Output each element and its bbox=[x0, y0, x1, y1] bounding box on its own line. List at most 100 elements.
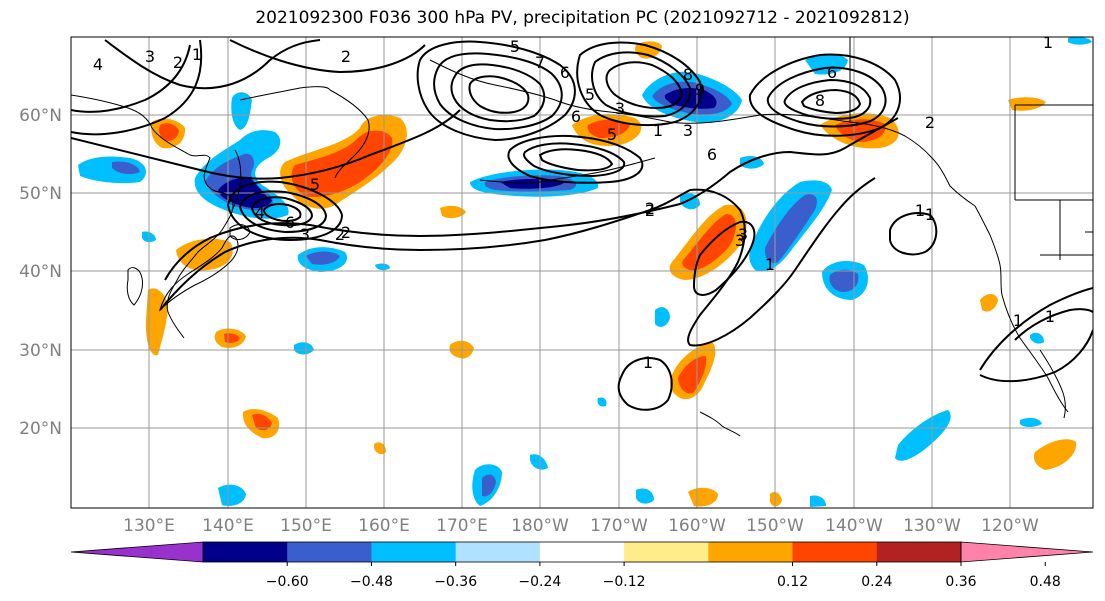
pv-contour bbox=[979, 329, 1093, 383]
pv-low-closed bbox=[250, 196, 314, 227]
contour-label: 7 bbox=[535, 53, 545, 72]
colorbar-tick-label: 0.12 bbox=[777, 574, 808, 590]
contour-label: 8 bbox=[683, 65, 693, 84]
colorbar-segment bbox=[455, 542, 541, 562]
colorbar-segment bbox=[624, 542, 709, 562]
contour-label: 5 bbox=[510, 37, 520, 56]
longitude-label: 140°E bbox=[202, 516, 254, 536]
precip-negative-core bbox=[500, 179, 565, 189]
colorbar-segment bbox=[203, 542, 288, 562]
pv-contour bbox=[71, 44, 191, 113]
precip-positive-area bbox=[440, 205, 466, 219]
precip-negative-core bbox=[482, 474, 496, 497]
contour-label: 3 bbox=[300, 225, 310, 244]
pv-contour bbox=[71, 39, 203, 136]
colorbar-extend-max bbox=[960, 541, 1094, 563]
longitude-label: 150°W bbox=[746, 516, 804, 536]
precip-negative-area bbox=[810, 495, 826, 507]
contour-label: 1 bbox=[653, 121, 663, 140]
contour-label: 3 bbox=[683, 121, 693, 140]
map-frame-border bbox=[70, 36, 1094, 509]
contour-label: 4 bbox=[255, 203, 265, 222]
contour-label: 1 bbox=[1043, 33, 1053, 52]
longitude-label: 160°E bbox=[358, 516, 410, 536]
pv-contour bbox=[229, 39, 426, 74]
colorbar-segments bbox=[70, 541, 1094, 563]
colorbar-segment bbox=[708, 542, 794, 562]
longitude-label: 120°W bbox=[981, 516, 1039, 536]
colorbar-tick-label: −0.12 bbox=[603, 574, 646, 590]
latitude-label: 20°N bbox=[19, 419, 62, 439]
pv-contour-closed bbox=[889, 212, 938, 256]
pv-contour-closed bbox=[617, 357, 673, 411]
latitude-label: 50°N bbox=[19, 184, 62, 204]
pv-low-closed bbox=[538, 148, 614, 172]
contour-label: 1 bbox=[925, 205, 935, 224]
contour-label: 4 bbox=[93, 55, 103, 74]
colorbar-tick-label: −0.36 bbox=[434, 574, 477, 590]
coastline-aleutians bbox=[479, 157, 656, 184]
precip-negative-area bbox=[1020, 417, 1042, 427]
colorbar-ticks: −0.60 −0.48 −0.36 −0.24 −0.12 0.12 0.24 0.36 0.4… bbox=[266, 562, 1061, 590]
longitude-label: 150°E bbox=[280, 516, 332, 536]
pv-low-closed bbox=[507, 134, 644, 184]
precip-negative-area bbox=[375, 263, 390, 271]
pv-low-closed bbox=[748, 53, 901, 137]
precip-negative-core bbox=[664, 87, 717, 109]
precip-positive-core bbox=[291, 130, 393, 198]
latitude-label: 60°N bbox=[19, 106, 62, 126]
longitude-label: 170°W bbox=[590, 516, 648, 536]
latitude-label: 30°N bbox=[19, 341, 62, 361]
precip-positive-core bbox=[678, 356, 707, 394]
pv-low-closed bbox=[591, 51, 692, 118]
contour-label: 5 bbox=[607, 125, 617, 144]
pv-contour bbox=[71, 109, 461, 180]
figure-title: 2021092300 F036 300 hPa PV, precipitatio… bbox=[255, 8, 910, 28]
pv-contour bbox=[159, 189, 691, 311]
coastline-north-america bbox=[974, 205, 1069, 413]
precip-negative-area bbox=[218, 484, 246, 506]
pv-trough bbox=[687, 177, 876, 347]
contour-label: 8 bbox=[815, 91, 825, 110]
longitude-label: 130°E bbox=[123, 516, 175, 536]
pv-contour bbox=[979, 287, 1093, 371]
contour-label: 6 bbox=[560, 63, 570, 82]
pv-low-closed bbox=[766, 66, 887, 128]
country-borders bbox=[849, 37, 1093, 260]
precip-negative-area bbox=[294, 342, 314, 355]
contour-label: 2 bbox=[341, 223, 351, 242]
precip-positive-area bbox=[1034, 439, 1077, 470]
pv-low-closed bbox=[783, 78, 872, 120]
pv-low-closed bbox=[226, 180, 344, 242]
precip-negative-area bbox=[895, 410, 951, 461]
contour-label: 2 bbox=[335, 225, 345, 244]
precip-negative-area bbox=[636, 488, 654, 504]
colorbar-tick-label: −0.24 bbox=[518, 574, 561, 590]
contour-label: 5 bbox=[310, 175, 320, 194]
pv-low-closed bbox=[416, 40, 576, 142]
colorbar-tick-label: −0.60 bbox=[266, 574, 309, 590]
contour-label: 2 bbox=[173, 53, 183, 72]
contour-label: 6 bbox=[707, 145, 717, 164]
colorbar-tick-label: −0.48 bbox=[350, 574, 393, 590]
precip-positive-core bbox=[159, 123, 179, 141]
pv-low-closed bbox=[576, 41, 703, 127]
latitude-label: 40°N bbox=[19, 262, 62, 282]
pv-low-closed bbox=[523, 142, 626, 178]
precip-negative-area bbox=[231, 92, 252, 130]
colorbar-segment bbox=[371, 542, 457, 562]
pv-low-closed bbox=[262, 203, 302, 222]
coastline-baja bbox=[1039, 349, 1066, 419]
longitude-label: 160°W bbox=[668, 516, 726, 536]
contour-label: 2 bbox=[645, 199, 655, 218]
precip-negative-core bbox=[306, 251, 340, 265]
longitude-label: 140°W bbox=[825, 516, 883, 536]
pv-low-closed bbox=[605, 61, 684, 110]
contour-label: 1 bbox=[765, 255, 775, 274]
pv-contours bbox=[71, 39, 1093, 411]
precip-negative-area bbox=[597, 397, 607, 407]
contour-label: 1 bbox=[1045, 307, 1055, 326]
precip-negative-area bbox=[1030, 332, 1044, 344]
